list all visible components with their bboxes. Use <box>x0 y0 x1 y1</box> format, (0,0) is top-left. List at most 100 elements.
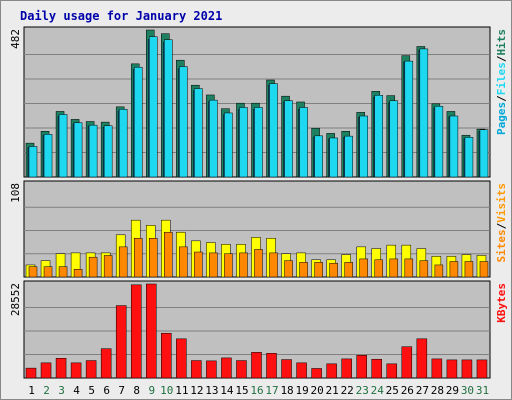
bar-sites <box>103 255 113 278</box>
x-tick-label: 27 <box>416 384 429 397</box>
bar-pages <box>344 135 353 178</box>
bar-pages <box>284 100 293 178</box>
bar-pages <box>299 107 308 178</box>
legend-entry: Visits <box>495 183 508 223</box>
panel-legend: Pages/Files/Hits <box>495 29 508 135</box>
bar-kbytes <box>191 360 202 379</box>
bar-pages <box>464 137 474 178</box>
bar-kbytes <box>115 305 127 379</box>
bar-kbytes <box>236 360 247 379</box>
bar-pages <box>224 112 233 178</box>
x-tick-label: 11 <box>175 384 188 397</box>
bar-sites <box>284 260 293 278</box>
bar-sites <box>359 258 368 278</box>
x-tick-label: 5 <box>88 384 95 397</box>
bar-pages <box>239 107 248 178</box>
bar-kbytes <box>461 359 473 379</box>
x-tick-label: 18 <box>280 384 293 397</box>
x-tick-label: 3 <box>58 384 65 397</box>
bar-kbytes <box>281 359 292 379</box>
bar-pages <box>419 48 429 178</box>
bar-sites <box>389 258 399 278</box>
bar-sites <box>464 261 474 278</box>
x-tick-label: 29 <box>446 384 459 397</box>
bar-sites <box>73 269 83 278</box>
bar-pages <box>449 115 459 178</box>
bar-sites <box>209 252 218 278</box>
x-tick-label: 1 <box>28 384 35 397</box>
bar-pages <box>479 129 489 178</box>
bar-kbytes <box>431 358 443 379</box>
x-tick-label: 6 <box>103 384 110 397</box>
bar-kbytes <box>296 362 307 379</box>
bar-sites <box>179 246 188 278</box>
bar-kbytes <box>416 338 428 379</box>
bar-sites <box>43 266 53 278</box>
bar-pages <box>43 134 53 178</box>
bar-pages <box>254 107 263 178</box>
bar-pages <box>359 115 368 178</box>
x-tick-label: 16 <box>250 384 263 397</box>
bar-pages <box>118 109 128 178</box>
bar-sites <box>194 251 203 278</box>
legend-entry: Hits <box>495 29 508 56</box>
bar-sites <box>254 249 263 278</box>
legend-entry: / <box>495 95 508 102</box>
x-tick-label: 19 <box>295 384 308 397</box>
x-tick-label: 22 <box>341 384 354 397</box>
x-tick-label: 24 <box>371 384 385 397</box>
bar-kbytes <box>266 353 277 379</box>
legend-entry: / <box>495 222 508 229</box>
x-tick-label: 2 <box>43 384 50 397</box>
x-tick-label: 7 <box>118 384 125 397</box>
bar-sites <box>344 262 353 278</box>
bar-sites <box>58 266 68 278</box>
x-tick-label: 15 <box>235 384 248 397</box>
bar-pages <box>179 66 188 178</box>
bar-sites <box>419 260 429 278</box>
x-tick-label: 12 <box>190 384 203 397</box>
bar-pages <box>133 66 143 178</box>
x-tick-label: 30 <box>461 384 474 397</box>
bar-sites <box>28 266 38 278</box>
bar-kbytes <box>476 359 488 379</box>
bar-sites <box>404 258 414 278</box>
y-max-label: 108 <box>9 183 22 203</box>
x-tick-label: 20 <box>311 384 324 397</box>
x-tick-label: 13 <box>205 384 218 397</box>
bar-pages <box>28 146 38 178</box>
bar-kbytes <box>326 363 337 379</box>
bar-kbytes <box>85 360 97 379</box>
x-tick-label: 17 <box>265 384 278 397</box>
bar-kbytes <box>176 338 187 379</box>
bar-sites <box>374 259 383 278</box>
bar-kbytes <box>206 360 217 379</box>
bar-pages <box>434 105 444 178</box>
bar-pages <box>314 135 323 178</box>
bar-pages <box>374 95 383 178</box>
legend-entry: Sites <box>495 229 508 262</box>
bar-kbytes <box>221 357 232 379</box>
bar-kbytes <box>386 363 398 379</box>
bar-pages <box>149 36 158 178</box>
bar-sites <box>434 264 444 278</box>
bar-pages <box>164 39 173 178</box>
bar-kbytes <box>70 362 82 379</box>
legend-entry: KBytes <box>495 283 508 323</box>
x-tick-label: 25 <box>386 384 399 397</box>
panel-kbytes: 28552 KBytes <box>9 280 508 379</box>
bar-sites <box>224 253 233 278</box>
bar-kbytes <box>55 357 67 379</box>
bar-pages <box>389 100 399 178</box>
legend-entry: Files <box>495 62 508 95</box>
bar-kbytes <box>161 332 172 379</box>
bar-kbytes <box>311 368 322 379</box>
x-tick-label: 14 <box>220 384 234 397</box>
x-tick-label: 28 <box>431 384 444 397</box>
bar-sites <box>118 246 128 278</box>
bar-sites <box>88 256 98 278</box>
bar-kbytes <box>446 359 458 379</box>
bar-kbytes <box>100 348 112 379</box>
